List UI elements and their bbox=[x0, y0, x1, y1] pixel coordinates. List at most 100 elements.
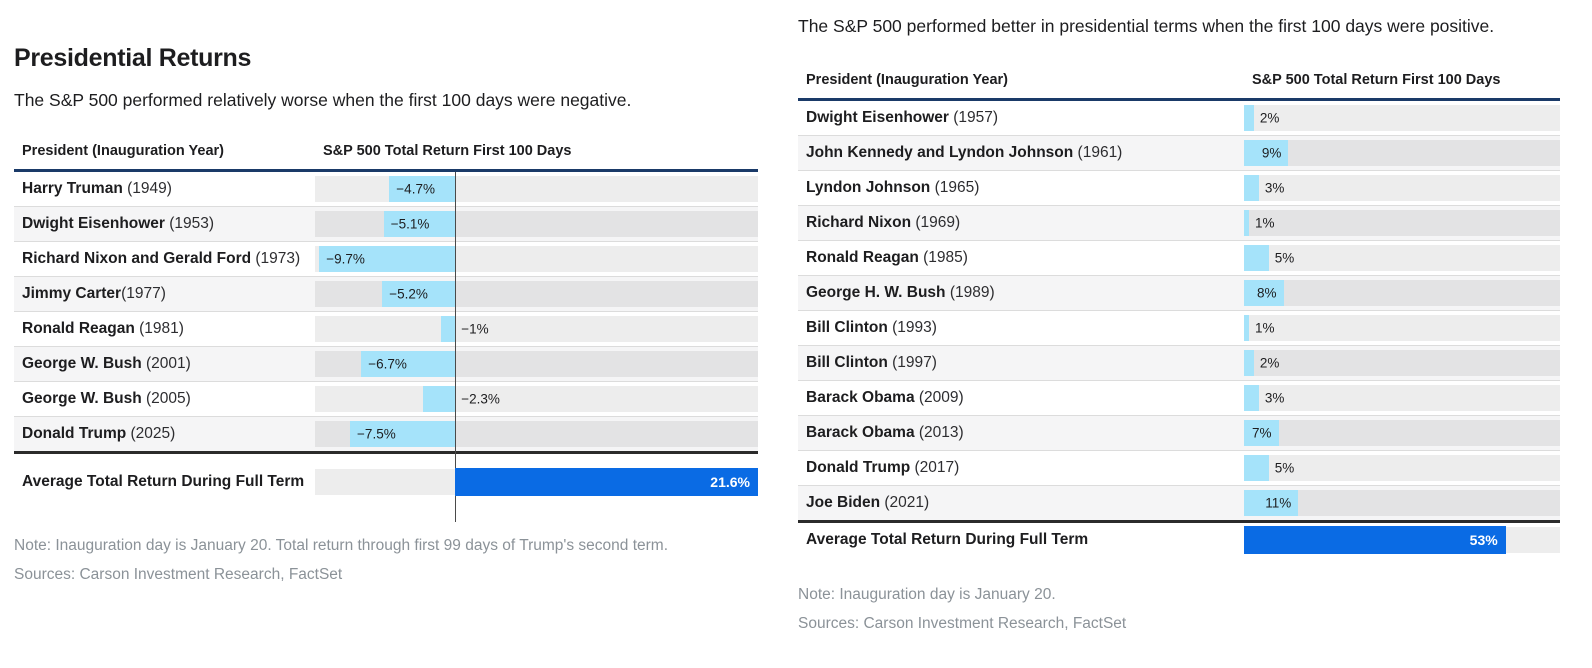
bar-cell: 1% bbox=[1244, 311, 1560, 345]
zero-axis-line bbox=[455, 172, 457, 522]
bar-value-label: 2% bbox=[1259, 110, 1280, 126]
president-name: Richard Nixon and Gerald Ford bbox=[22, 250, 252, 267]
bar-cell: 5% bbox=[1244, 241, 1560, 275]
return-bar bbox=[1244, 350, 1254, 376]
table-row: Richard Nixon and Gerald Ford (1973) −9.7… bbox=[14, 242, 758, 277]
table-row: Bill Clinton (1997) 2% bbox=[798, 346, 1560, 381]
table-row: Barack Obama (2009) 3% bbox=[798, 381, 1560, 416]
table-row: Dwight Eisenhower (1957) 2% bbox=[798, 101, 1560, 136]
bar-value-label: −1% bbox=[461, 321, 489, 337]
table-row: George W. Bush (2005) −2.3% bbox=[14, 382, 758, 417]
inauguration-year: (2005) bbox=[141, 390, 191, 407]
president-name: John Kennedy and Lyndon Johnson bbox=[806, 144, 1074, 161]
right-subtitle: The S&P 500 performed better in presiden… bbox=[798, 16, 1495, 36]
return-bar bbox=[389, 176, 456, 202]
bar-cell: −4.7% bbox=[315, 172, 758, 206]
bar-cell: −5.2% bbox=[315, 277, 758, 311]
return-bar bbox=[1244, 315, 1249, 341]
return-bar bbox=[1244, 245, 1269, 271]
inauguration-year: (2001) bbox=[141, 355, 191, 372]
table-row: Dwight Eisenhower (1953) −5.1% bbox=[14, 207, 758, 242]
row-label: Harry Truman (1949) bbox=[14, 174, 315, 204]
return-bar bbox=[441, 316, 456, 342]
row-label: John Kennedy and Lyndon Johnson (1961) bbox=[798, 138, 1244, 168]
bar-cell: 2% bbox=[1244, 101, 1560, 135]
summary-bar bbox=[1244, 526, 1506, 554]
table-row: Joe Biden (2021) 11% bbox=[798, 486, 1560, 520]
president-name: Barack Obama bbox=[806, 424, 915, 441]
row-label: Joe Biden (2021) bbox=[798, 488, 1244, 518]
inauguration-year: (1989) bbox=[945, 284, 995, 301]
president-name: Harry Truman bbox=[22, 180, 123, 197]
bar-value-label: 1% bbox=[1254, 320, 1275, 336]
column-header-president: President (Inauguration Year) bbox=[806, 72, 1008, 88]
return-bar bbox=[1244, 420, 1279, 446]
row-label: Donald Trump (2017) bbox=[798, 453, 1244, 483]
column-header-president: President (Inauguration Year) bbox=[22, 143, 224, 159]
table-row: Lyndon Johnson (1965) 3% bbox=[798, 171, 1560, 206]
bar-cell: −6.7% bbox=[315, 347, 758, 381]
row-label: George W. Bush (2001) bbox=[14, 349, 315, 379]
note-text: Note: Inauguration day is January 20. To… bbox=[14, 537, 669, 554]
table-header-row: President (Inauguration Year) S&P 500 To… bbox=[14, 143, 758, 172]
return-bar bbox=[1244, 385, 1259, 411]
inauguration-year: (1993) bbox=[887, 319, 937, 336]
president-name: Donald Trump bbox=[806, 459, 911, 476]
row-label: Barack Obama (2013) bbox=[798, 418, 1244, 448]
note-text: Note: Inauguration day is January 20. bbox=[798, 586, 1056, 603]
table-row: Ronald Reagan (1985) 5% bbox=[798, 241, 1560, 276]
bar-value-label: 9% bbox=[1261, 145, 1282, 161]
table-row: Barack Obama (2013) 7% bbox=[798, 416, 1560, 451]
bar-value-label: 3% bbox=[1264, 390, 1285, 406]
bar-track bbox=[1244, 280, 1560, 306]
bar-track bbox=[315, 176, 758, 202]
president-name: Donald Trump bbox=[22, 425, 127, 442]
inauguration-year: (1953) bbox=[164, 215, 215, 232]
negative-returns-table: President (Inauguration Year) S&P 500 To… bbox=[14, 143, 758, 522]
bar-value-label: −5.2% bbox=[389, 286, 428, 302]
row-label: Ronald Reagan (1981) bbox=[14, 314, 315, 344]
bar-track bbox=[1244, 455, 1560, 481]
bar-track bbox=[1244, 245, 1560, 271]
bar-track bbox=[1244, 175, 1560, 201]
bar-cell: 7% bbox=[1244, 416, 1560, 450]
bar-track bbox=[1244, 105, 1560, 131]
row-label: Richard Nixon (1969) bbox=[798, 208, 1244, 238]
bar-value-label: −2.3% bbox=[461, 391, 500, 407]
president-name: Richard Nixon bbox=[806, 214, 912, 231]
inauguration-year: (2013) bbox=[914, 424, 964, 441]
table-row: Donald Trump (2017) 5% bbox=[798, 451, 1560, 486]
inauguration-year: (1997) bbox=[887, 354, 937, 371]
table-header-row: President (Inauguration Year) S&P 500 To… bbox=[798, 72, 1560, 101]
summary-label: Average Total Return During Full Term bbox=[798, 525, 1244, 555]
column-header-return: S&P 500 Total Return First 100 Days bbox=[323, 143, 572, 159]
bar-track bbox=[315, 386, 758, 412]
bar-value-label: −7.5% bbox=[357, 426, 396, 442]
president-name: Lyndon Johnson bbox=[806, 179, 931, 196]
inauguration-year: (1977) bbox=[121, 285, 166, 302]
summary-row: Average Total Return During Full Term 53% bbox=[798, 520, 1560, 557]
table-row: Jimmy Carter(1977) −5.2% bbox=[14, 277, 758, 312]
table-row: George W. Bush (2001) −6.7% bbox=[14, 347, 758, 382]
row-label: Lyndon Johnson (1965) bbox=[798, 173, 1244, 203]
return-bar bbox=[382, 281, 456, 307]
president-name: Bill Clinton bbox=[806, 319, 888, 336]
president-name: Ronald Reagan bbox=[22, 320, 135, 337]
positive-returns-table: President (Inauguration Year) S&P 500 To… bbox=[798, 72, 1560, 557]
bar-cell: −9.7% bbox=[315, 242, 758, 276]
row-label: Bill Clinton (1997) bbox=[798, 348, 1244, 378]
return-bar bbox=[361, 351, 456, 377]
row-label: Richard Nixon and Gerald Ford (1973) bbox=[14, 244, 315, 274]
president-name: George W. Bush bbox=[22, 390, 142, 407]
sources-text: Sources: Carson Investment Research, Fac… bbox=[14, 566, 343, 583]
table-row: Ronald Reagan (1981) −1% bbox=[14, 312, 758, 347]
return-bar bbox=[422, 386, 456, 412]
summary-label-text: Average Total Return During Full Term bbox=[806, 531, 1089, 548]
left-chart-panel: Presidential Returns The S&P 500 perform… bbox=[14, 0, 758, 585]
bar-value-label: −6.7% bbox=[368, 356, 407, 372]
summary-row: Average Total Return During Full Term 21.… bbox=[14, 451, 758, 510]
summary-value-label: 53% bbox=[1469, 532, 1498, 548]
table-body: Harry Truman (1949) −4.7% Dwight Eisenhowe… bbox=[14, 172, 758, 451]
bar-track bbox=[1244, 420, 1560, 446]
bar-cell: 3% bbox=[1244, 171, 1560, 205]
